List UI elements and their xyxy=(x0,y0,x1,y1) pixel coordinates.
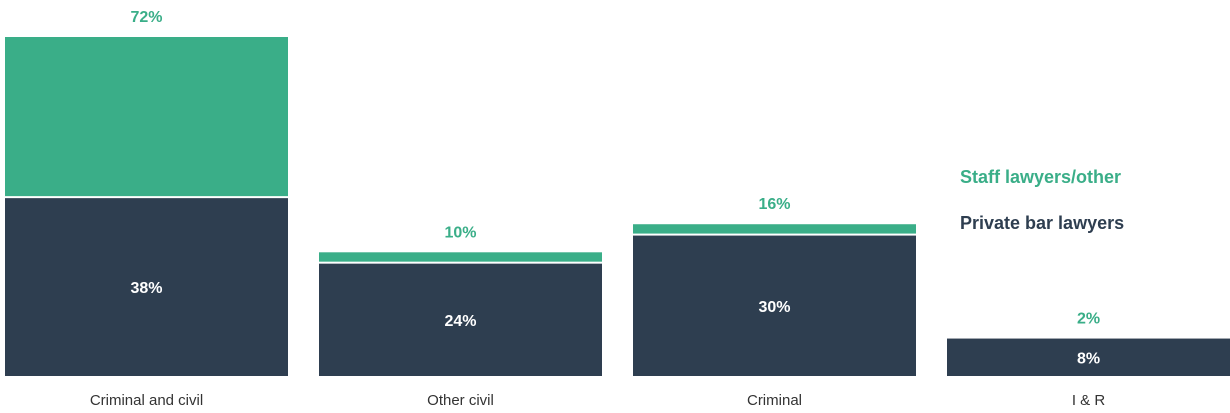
category-label-3: I & R xyxy=(1072,392,1106,409)
category-label-2: Criminal xyxy=(747,392,802,409)
bar-total-label-3: 2% xyxy=(1077,311,1100,328)
bar-staff-1 xyxy=(319,252,602,262)
bar-staff-2 xyxy=(633,224,916,234)
category-label-0: Criminal and civil xyxy=(90,392,203,409)
bar-value-label-2: 30% xyxy=(758,299,790,316)
legend-entry-1: Private bar lawyers xyxy=(960,213,1124,233)
bar-private-bar-1 xyxy=(319,263,602,376)
category-label-1: Other civil xyxy=(427,392,494,409)
bar-value-label-3: 8% xyxy=(1077,350,1100,367)
bar-total-label-2: 16% xyxy=(758,196,790,213)
bar-private-bar-2 xyxy=(633,235,916,376)
bar-value-label-1: 24% xyxy=(444,313,476,330)
legend-entry-0: Staff lawyers/other xyxy=(960,167,1121,187)
bar-private-bar-0 xyxy=(5,198,288,376)
bar-staff-0 xyxy=(5,37,288,197)
bar-value-label-0: 38% xyxy=(130,280,162,297)
bar-private-bar-3 xyxy=(947,338,1230,376)
bar-total-label-1: 10% xyxy=(444,224,476,241)
bar-total-label-0: 72% xyxy=(130,9,162,26)
